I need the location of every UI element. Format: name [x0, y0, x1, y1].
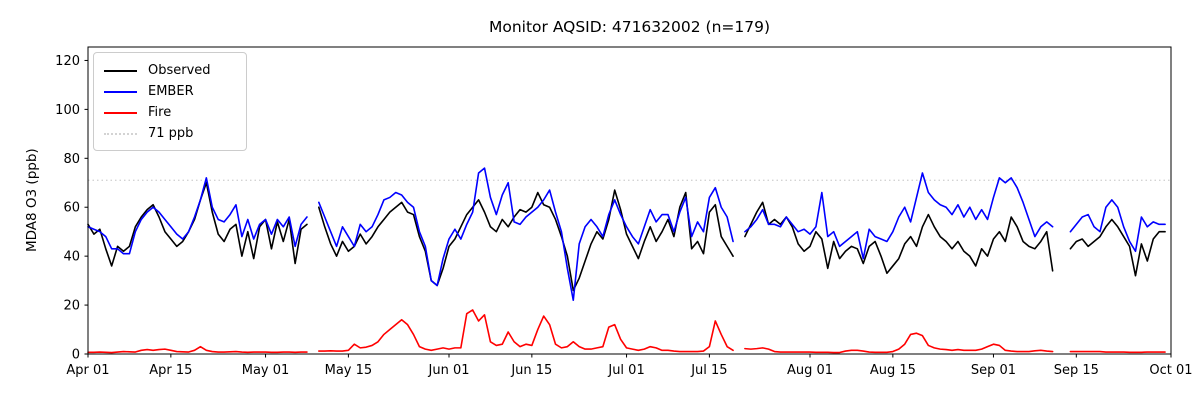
legend-item-ember: EMBER [104, 81, 238, 102]
y-tick-label: 80 [63, 152, 80, 167]
x-tick-label: Jun 01 [428, 363, 470, 378]
x-tick-label: May 01 [242, 363, 290, 378]
x-tick-label: Jul 01 [607, 363, 644, 378]
x-tick-label: May 15 [325, 363, 373, 378]
axes: 0 20 40 60 80 100 120 Apr 01 Apr 15 May 01 May 15 J… [55, 46, 1193, 378]
x-tick-label: Aug 01 [787, 363, 833, 378]
legend-label: 71 ppb [148, 126, 194, 141]
x-tick-label: Sep 01 [971, 363, 1016, 378]
legend-item-threshold: 71 ppb [104, 123, 238, 144]
y-tick-label: 100 [55, 103, 80, 118]
legend: Observed EMBER Fire 71 ppb [93, 52, 247, 151]
threshold-line-sample [104, 132, 137, 135]
x-tick-label: Sep 15 [1054, 363, 1099, 378]
observed-line-sample [104, 69, 137, 72]
plot-frame [87, 46, 1172, 355]
y-tick-label: 20 [63, 299, 80, 314]
legend-label: Observed [148, 63, 211, 78]
legend-label: Fire [148, 105, 172, 120]
legend-item-observed: Observed [104, 60, 238, 81]
fire-line-sample [104, 111, 137, 114]
series-line-fire [87, 309, 1166, 354]
y-tick-label: 60 [63, 201, 80, 216]
y-tick-label: 120 [55, 54, 80, 69]
series-line-ember [87, 167, 1166, 301]
legend-item-fire: Fire [104, 102, 238, 123]
x-tick-label: Jun 15 [510, 363, 552, 378]
series-line-observed [87, 181, 1166, 292]
ember-line-sample [104, 90, 137, 93]
x-tick-label: Apr 15 [149, 363, 192, 378]
x-tick-label: Oct 01 [1149, 363, 1192, 378]
y-tick-label: 0 [72, 348, 80, 363]
y-tick-label: 40 [63, 250, 80, 265]
legend-label: EMBER [148, 84, 194, 99]
x-tick-label: Jul 15 [690, 363, 727, 378]
data-series [87, 167, 1166, 354]
chart-title: Monitor AQSID: 471632002 (n=179) [488, 18, 771, 36]
x-tick-label: Aug 15 [870, 363, 916, 378]
x-tick-label: Apr 01 [66, 363, 109, 378]
